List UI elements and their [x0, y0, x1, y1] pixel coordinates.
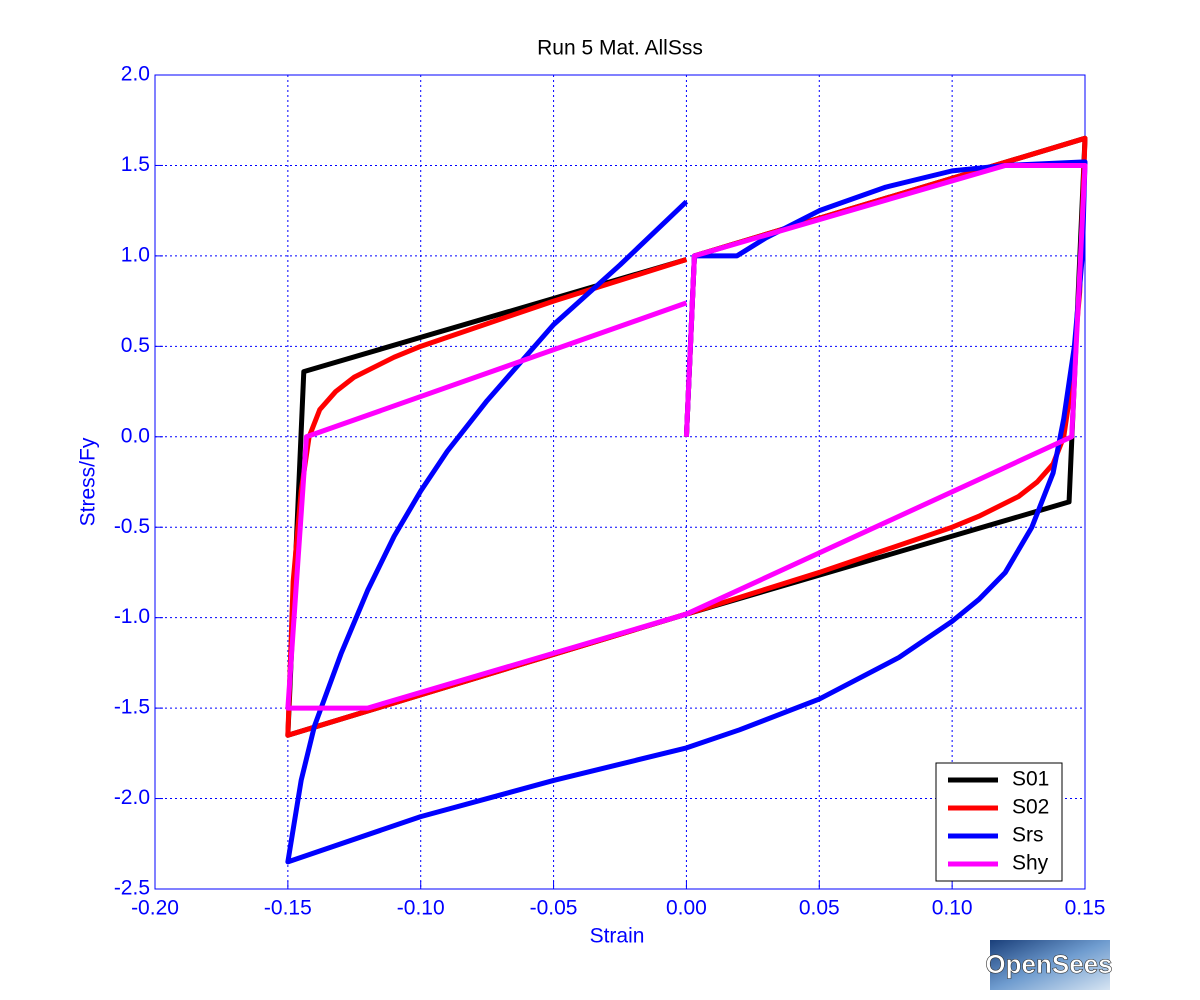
x-tick-label: -0.05: [530, 897, 578, 920]
x-tick-label: 0.00: [666, 897, 707, 920]
x-tick-label: -0.15: [264, 897, 312, 920]
y-axis-label: Stress/Fy: [77, 437, 100, 526]
y-tick-label: -1.5: [114, 696, 150, 719]
y-tick-label: -1.0: [114, 605, 150, 628]
logo-background: [990, 940, 1110, 990]
y-tick-label: 0.0: [121, 424, 150, 447]
plot-frame: [154, 74, 1086, 890]
logo-text: OpenSees: [985, 949, 1112, 979]
x-tick-label: 0.10: [932, 897, 973, 920]
y-tick-label: -0.5: [114, 515, 150, 538]
y-tick-label: 2.0: [121, 63, 150, 86]
legend-label: S01: [1012, 768, 1049, 791]
x-tick-label: -0.20: [131, 897, 179, 920]
y-tick-label: -2.0: [114, 786, 150, 809]
y-tick-label: -2.5: [114, 877, 150, 900]
series-line: [285, 159, 1088, 865]
y-tick-label: 1.5: [121, 153, 150, 176]
x-tick-label: -0.10: [397, 897, 445, 920]
chart-title: Run 5 Mat. AllSss: [537, 37, 703, 60]
x-axis-label: Strain: [590, 925, 645, 948]
legend-box: [935, 762, 1063, 882]
x-tick-label: 0.15: [1065, 897, 1106, 920]
legend-label: S02: [1012, 796, 1049, 819]
series-line: [285, 162, 1088, 711]
x-tick-label: 0.05: [799, 897, 840, 920]
legend-label: Srs: [1012, 824, 1044, 847]
y-tick-label: 1.0: [121, 243, 150, 266]
y-tick-label: 0.5: [121, 334, 150, 357]
legend-label: Shy: [1012, 852, 1049, 875]
